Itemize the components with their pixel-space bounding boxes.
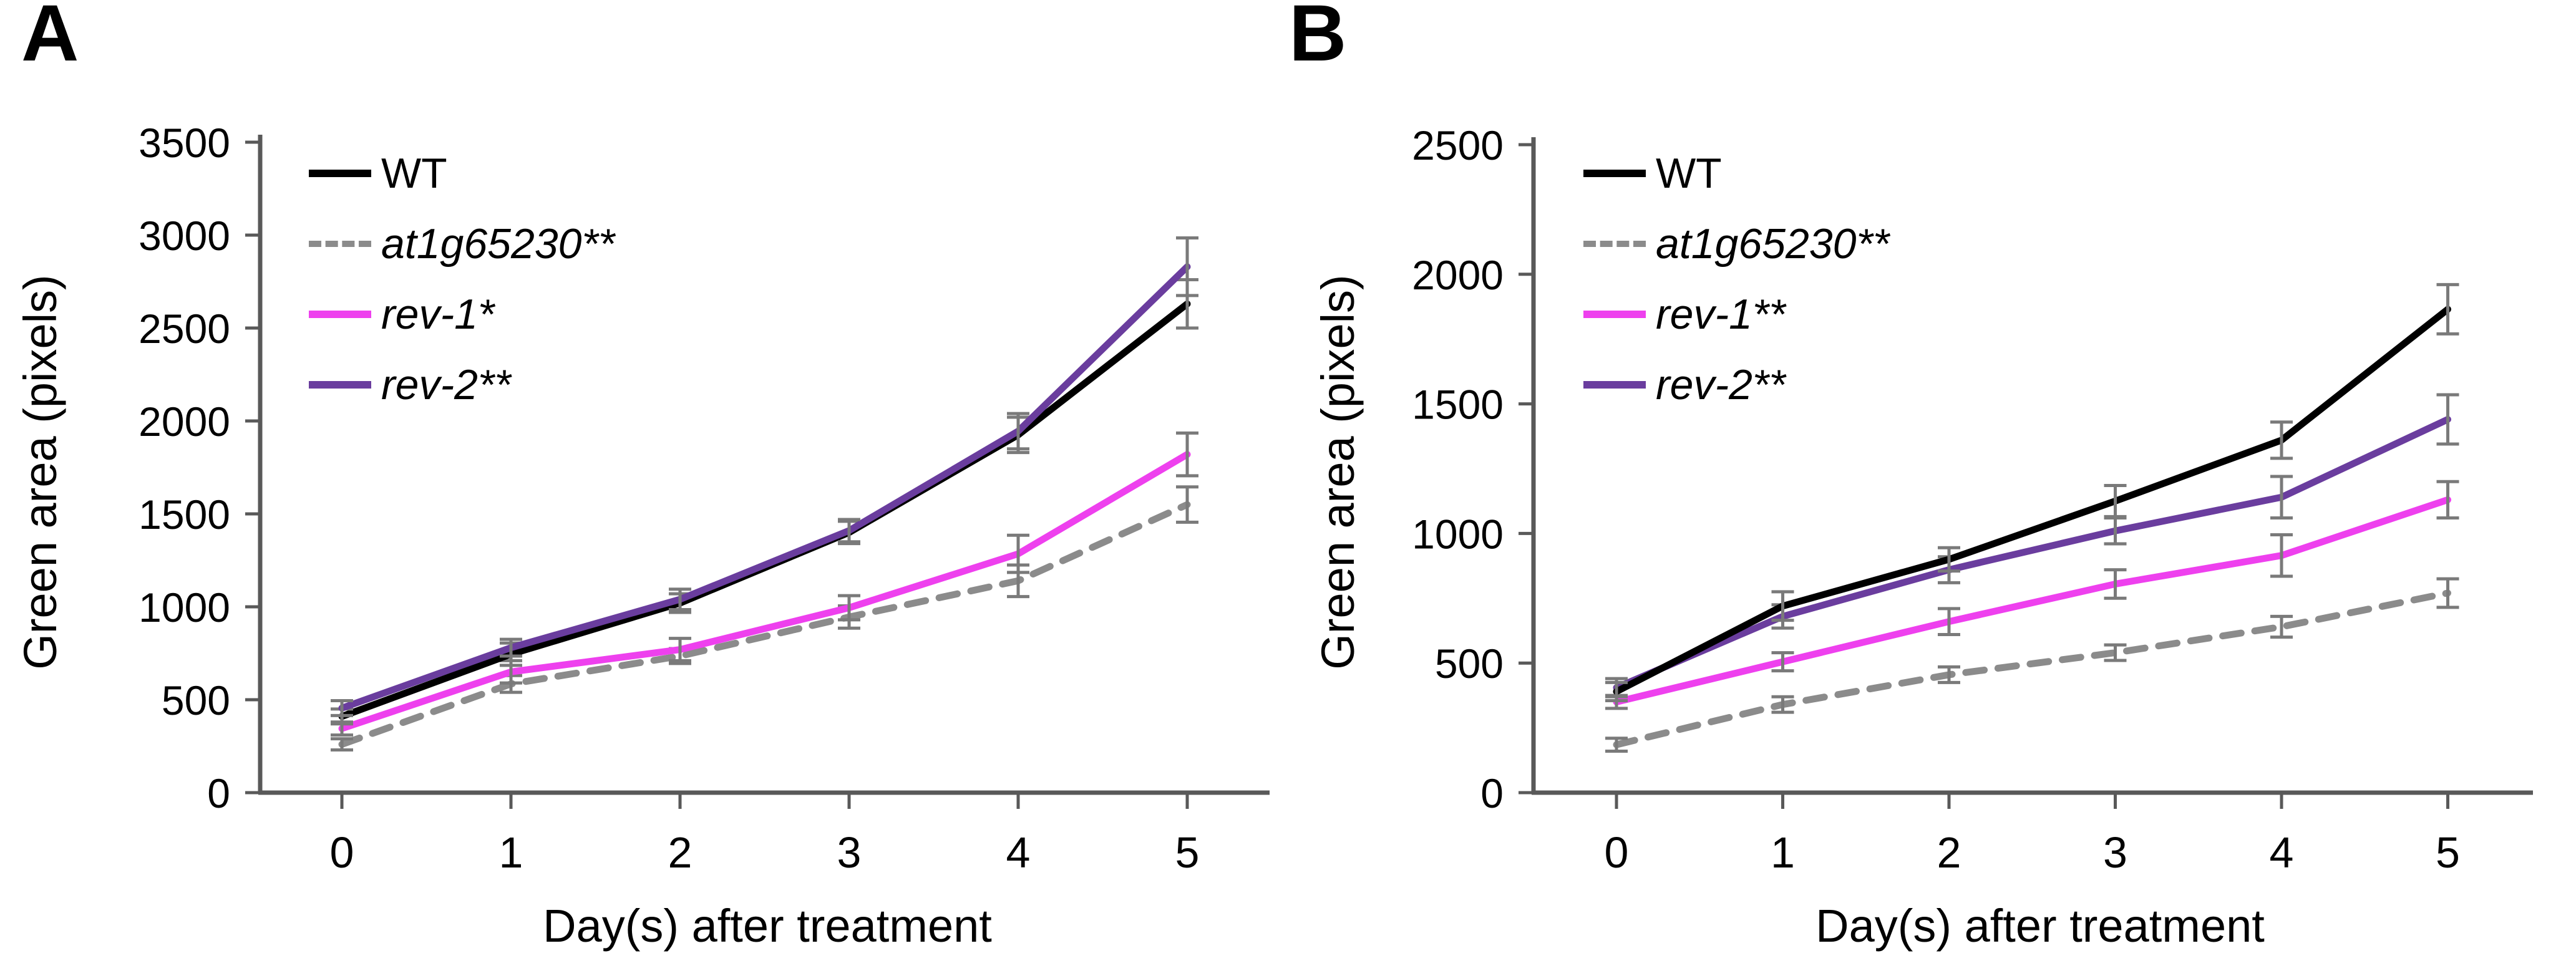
y-tick-label: 2000 — [139, 399, 230, 445]
x-tick-label: 2 — [1937, 828, 1961, 877]
series-rev-1 — [1605, 480, 2459, 710]
y-tick-label: 2500 — [139, 306, 230, 352]
legend-line-sample — [1583, 241, 1646, 247]
legend-item-wt: WT — [1583, 148, 1722, 198]
legend-item-at1g65230: at1g65230** — [309, 219, 615, 269]
error-bars — [331, 431, 1198, 737]
error-bars — [331, 236, 1198, 717]
y-tick-label: 0 — [207, 770, 230, 816]
series-wt — [1605, 283, 2459, 702]
x-tick-label: 5 — [1175, 828, 1200, 877]
legend-line-sample — [1583, 381, 1646, 389]
axes — [1531, 137, 2533, 795]
x-tick-label: 0 — [1605, 828, 1629, 877]
x-tick-label: 1 — [1771, 828, 1795, 877]
panel-a-y-axis-title: Green area (pixels) — [14, 274, 66, 670]
series-line — [1613, 306, 2451, 695]
legend-item-wt: WT — [309, 148, 447, 198]
y-tick-label: 500 — [1435, 640, 1504, 687]
error-bars — [1605, 577, 2459, 753]
panel-b: 0 500 1000 1500 2000 2500 0 1 2 3 4 5 — [1412, 122, 2533, 877]
legend-item-rev-1: rev-1** — [1583, 289, 1786, 339]
legend-item-at1g65230: at1g65230** — [1583, 219, 1889, 269]
y-tick-label: 3500 — [139, 120, 230, 166]
x-tick-label: 4 — [2270, 828, 2294, 877]
legend-line-sample — [309, 241, 371, 247]
panel-a-legend: WT at1g65230** rev-1* rev-2** — [309, 148, 870, 448]
y-tick-label: 500 — [162, 677, 230, 723]
x-tick-label: 2 — [668, 828, 693, 877]
legend-label: WT — [381, 150, 447, 197]
x-tick-label: 3 — [837, 828, 862, 877]
legend-label: at1g65230** — [1656, 220, 1890, 268]
x-tick-label: 3 — [2103, 828, 2127, 877]
x-tick-label: 0 — [330, 828, 354, 877]
panel-b-y-axis-title: Green area (pixels) — [1312, 274, 1364, 670]
y-tick-label: 0 — [1480, 770, 1504, 816]
y-tick-label: 3000 — [139, 213, 230, 259]
legend-label: rev-1** — [1656, 291, 1786, 338]
panel-a-x-axis-title: Day(s) after treatment — [543, 900, 992, 952]
legend-item-rev-1: rev-1* — [309, 289, 494, 339]
legend-label: at1g65230** — [381, 220, 615, 268]
x-ticks: 0 1 2 3 4 5 — [330, 793, 1200, 877]
y-tick-label: 2000 — [1412, 252, 1504, 298]
y-ticks: 0 500 1000 1500 2000 2500 3000 3500 — [139, 120, 260, 816]
x-tick-label: 4 — [1006, 828, 1031, 877]
legend-item-rev-2: rev-2** — [1583, 360, 1786, 410]
legend-line-sample — [309, 381, 371, 389]
error-bars — [1605, 283, 2459, 702]
series-rev-2 — [331, 236, 1198, 717]
panel-a: 0 500 1000 1500 2000 2500 3000 3500 0 1 2 3 4 5 — [139, 120, 1270, 877]
panel-b-legend: WT at1g65230** rev-1** rev-2** — [1583, 148, 2145, 448]
y-ticks: 0 500 1000 1500 2000 2500 — [1412, 122, 1533, 816]
legend-label: WT — [1656, 150, 1722, 197]
panel-b-x-axis-title: Day(s) after treatment — [1815, 900, 2265, 952]
legend-line-sample — [1583, 311, 1646, 318]
series-line — [338, 263, 1191, 712]
legend-line-sample — [1583, 170, 1646, 177]
legend-item-rev-2: rev-2** — [309, 360, 511, 410]
x-tick-label: 1 — [499, 828, 523, 877]
series-line — [338, 501, 1191, 748]
legend-label: rev-1* — [381, 291, 495, 338]
axes — [258, 135, 1270, 795]
series-rev-1 — [331, 431, 1198, 737]
series-line — [338, 451, 1191, 732]
y-tick-label: 1500 — [1412, 382, 1504, 428]
x-tick-label: 5 — [2436, 828, 2460, 877]
legend-label: rev-2** — [381, 361, 511, 408]
y-tick-label: 1500 — [139, 491, 230, 538]
legend-line-sample — [309, 311, 371, 318]
series-line — [1613, 416, 2451, 692]
legend-label: rev-2** — [1656, 361, 1786, 408]
x-ticks: 0 1 2 3 4 5 — [1605, 793, 2460, 877]
panel-b-label: B — [1289, 0, 1347, 78]
series-line — [1613, 496, 2451, 706]
panel-a-label: A — [21, 0, 79, 78]
series-line — [1613, 589, 2451, 748]
series-at1g65230 — [1605, 577, 2459, 753]
legend-line-sample — [309, 170, 371, 177]
y-tick-label: 1000 — [139, 584, 230, 631]
y-tick-label: 2500 — [1412, 122, 1504, 168]
y-tick-label: 1000 — [1412, 511, 1504, 557]
